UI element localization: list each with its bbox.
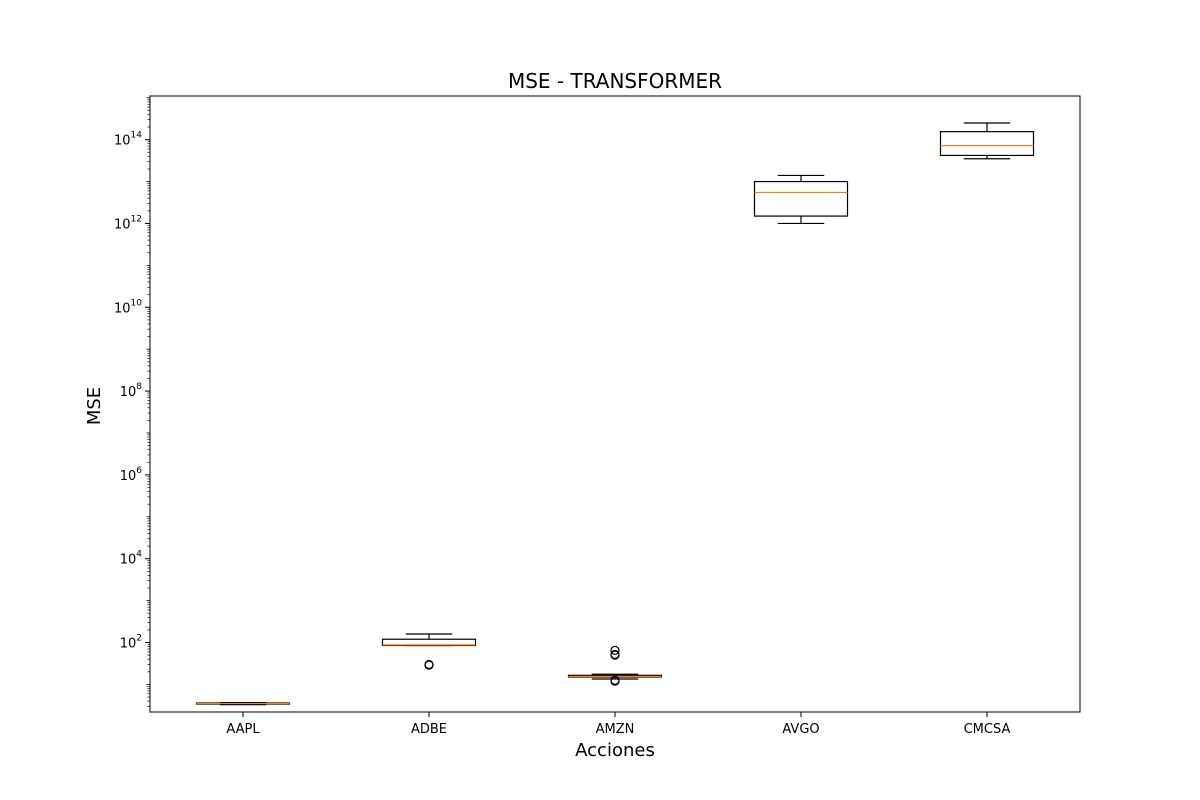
box-body bbox=[939, 131, 1035, 157]
x-tick-label: AAPL bbox=[226, 722, 260, 737]
chart-title: MSE - TRANSFORMER bbox=[508, 69, 722, 93]
x-tick-label: CMCSA bbox=[964, 722, 1011, 737]
y-tick-label: 102 bbox=[120, 634, 142, 652]
box-body bbox=[753, 180, 849, 217]
x-tick-label: AVGO bbox=[782, 722, 819, 737]
x-axis-label: Acciones bbox=[575, 740, 655, 761]
y-tick-label: 104 bbox=[120, 550, 143, 568]
flier-point bbox=[610, 645, 620, 655]
x-tick-label: ADBE bbox=[411, 722, 447, 737]
box-cmcsa bbox=[939, 122, 1035, 160]
box-amzn bbox=[567, 645, 663, 686]
y-tick-label: 1012 bbox=[114, 214, 142, 232]
flier-point bbox=[610, 649, 620, 660]
box-aapl bbox=[195, 701, 291, 706]
y-tick-label: 1014 bbox=[114, 131, 142, 149]
y-axis-label: MSE bbox=[84, 387, 105, 425]
plot-area bbox=[195, 122, 1035, 706]
x-tick-label: AMZN bbox=[596, 722, 635, 737]
flier-point bbox=[610, 675, 620, 685]
flier-point bbox=[424, 659, 434, 670]
y-tick-label: 108 bbox=[120, 382, 143, 400]
box-adbe bbox=[381, 633, 477, 670]
box-body bbox=[381, 638, 477, 647]
box-avgo bbox=[753, 174, 849, 225]
y-tick-label: 106 bbox=[120, 466, 143, 484]
y-tick-label: 1010 bbox=[114, 298, 142, 316]
axes: AAPL ADBE AMZN AVGO CMCSA 102 104 106 108 1010 101… bbox=[114, 97, 1011, 737]
